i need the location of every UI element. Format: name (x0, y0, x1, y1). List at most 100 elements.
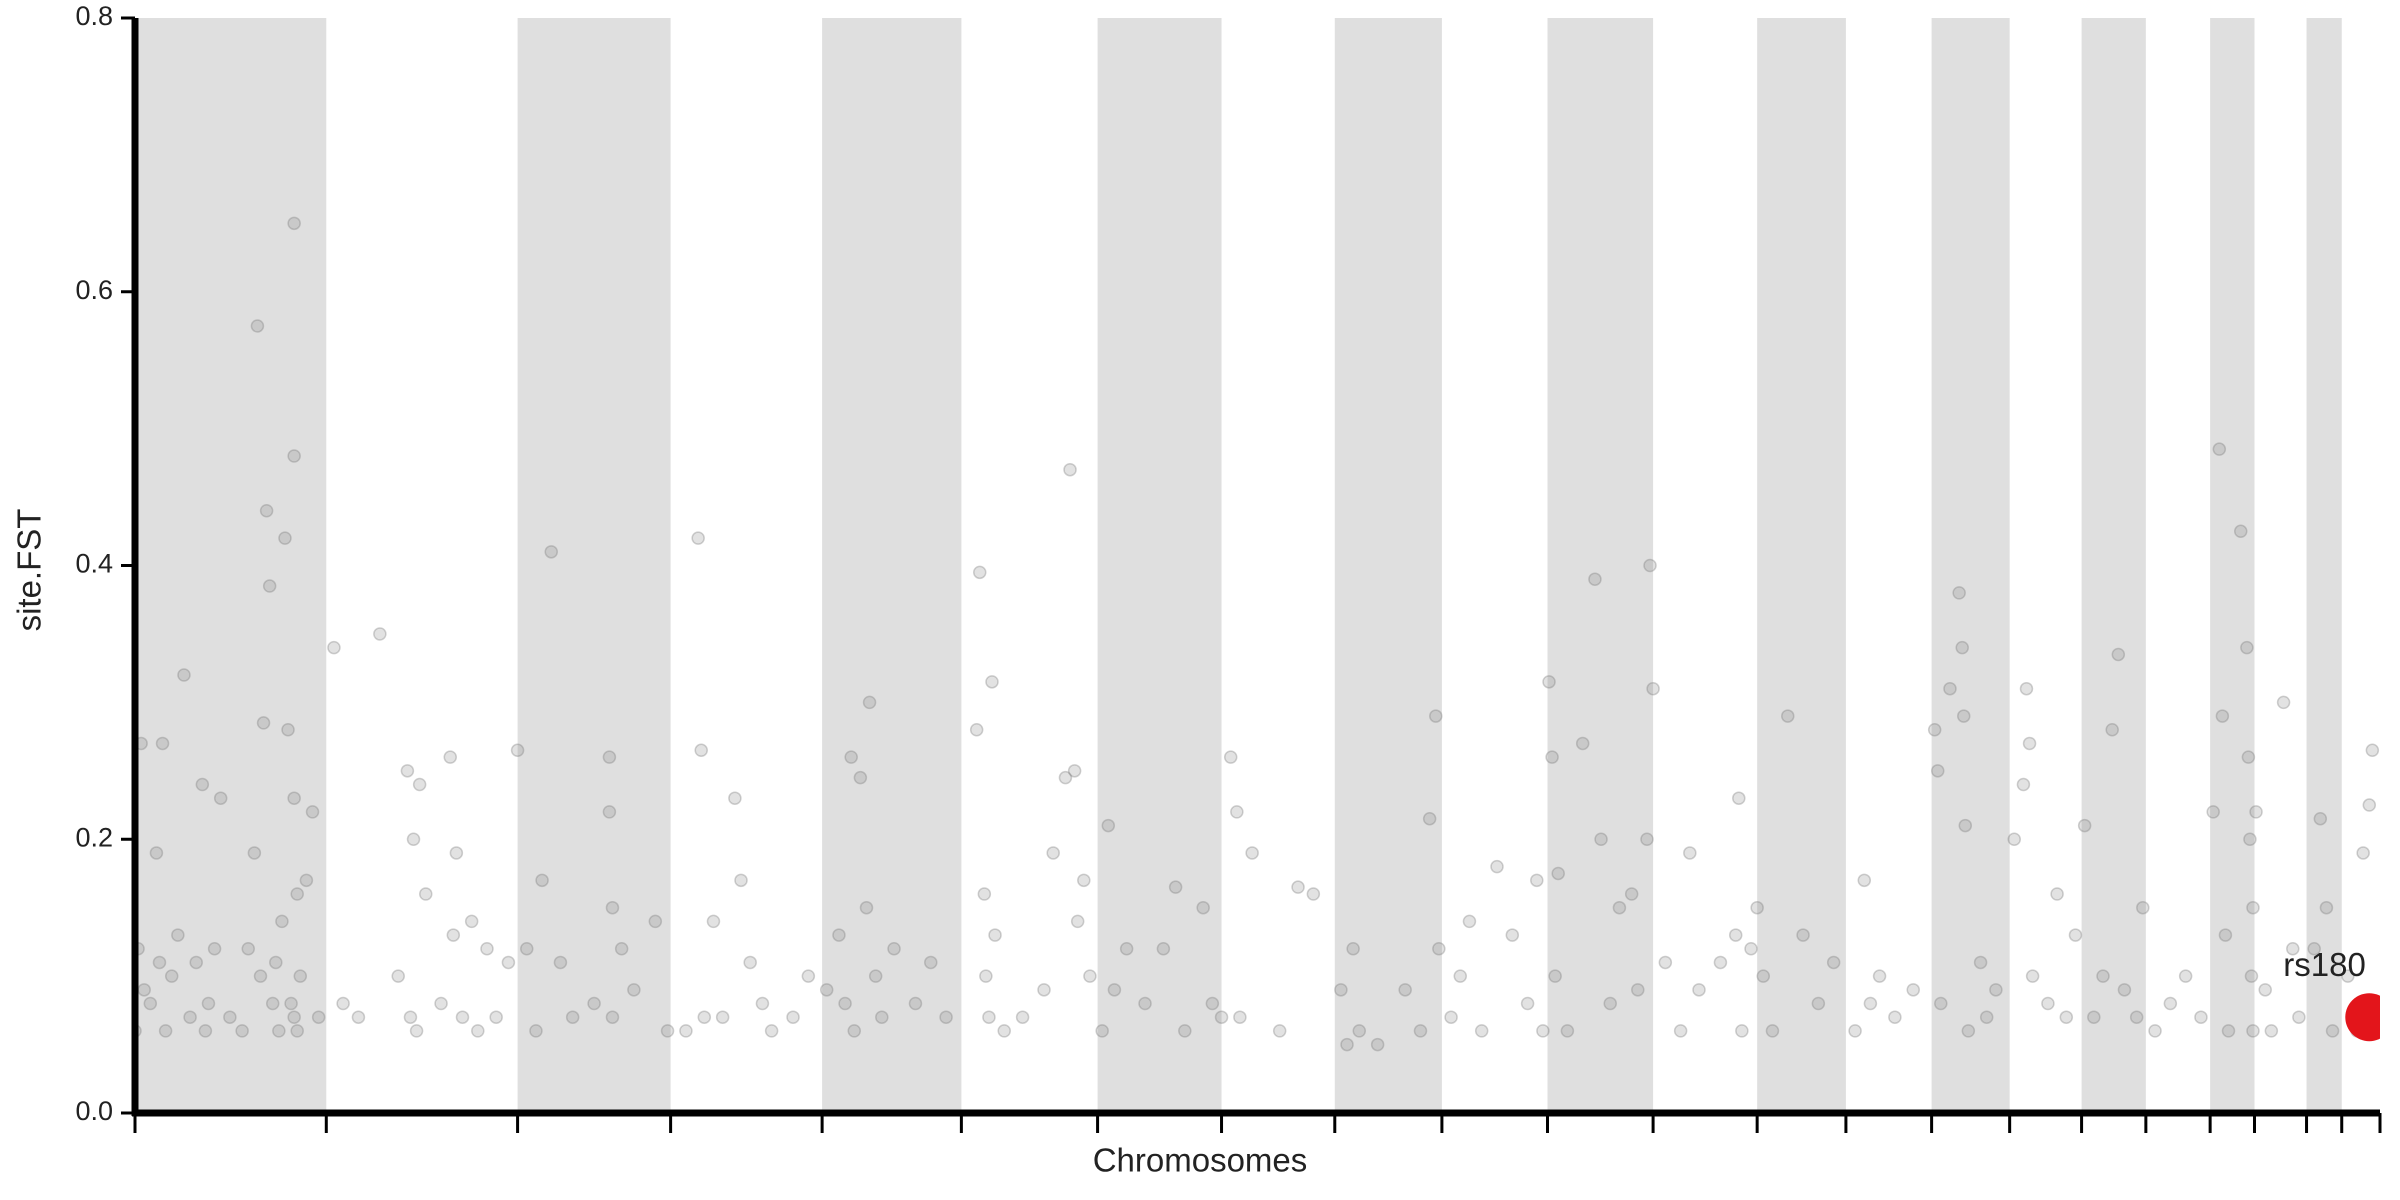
data-point (434, 996, 448, 1011)
data-point (1083, 969, 1097, 983)
data-point (1545, 750, 1559, 764)
data-point (1370, 1037, 1385, 1052)
data-point (177, 668, 191, 682)
data-point (819, 983, 834, 997)
data-point (875, 1010, 889, 1024)
data-point (1432, 942, 1446, 956)
data-point (988, 928, 1002, 942)
data-point (2163, 996, 2178, 1011)
data-point (1612, 900, 1627, 915)
data-point (862, 695, 877, 710)
data-point (1474, 1024, 1489, 1038)
data-point (443, 750, 457, 764)
data-point (1214, 1010, 1229, 1024)
data-point (143, 996, 158, 1011)
data-point (152, 955, 167, 970)
data-point (373, 627, 387, 641)
data-point (400, 764, 415, 778)
data-point (1560, 1024, 1575, 1038)
data-point (2341, 969, 2355, 983)
data-point (1872, 969, 1887, 983)
data-point (520, 942, 534, 956)
data-point (201, 996, 216, 1011)
data-point (743, 955, 757, 970)
data-point (2059, 1010, 2074, 1024)
data-point (1046, 846, 1060, 860)
data-point (1732, 791, 1746, 805)
data-point (2007, 832, 2022, 846)
y-tick-label: 0.4 (75, 549, 113, 579)
data-point (1178, 1024, 1192, 1038)
data-point (1505, 928, 1520, 942)
data-point (287, 791, 301, 805)
data-point (253, 969, 268, 983)
data-point (977, 887, 992, 901)
data-point (602, 805, 617, 819)
data-point (2178, 969, 2193, 983)
data-point (1196, 900, 1210, 915)
data-point (2319, 900, 2334, 915)
data-point (2243, 832, 2257, 846)
data-point (1530, 873, 1544, 888)
data-point (446, 928, 461, 942)
data-point (272, 1024, 286, 1038)
data-point (2148, 1024, 2162, 1038)
data-point (2246, 900, 2260, 915)
data-point (489, 1010, 503, 1024)
data-point (1077, 873, 1091, 888)
data-point (1413, 1024, 1428, 1038)
axes: 0.0 0.2 0.4 0.6 0.8 (75, 1, 2382, 1133)
data-point (2019, 681, 2034, 696)
data-point (1306, 887, 1321, 901)
data-point (1398, 983, 1412, 997)
data-point (1101, 818, 1116, 833)
data-point (1107, 983, 1122, 997)
data-point (887, 942, 901, 956)
data-point (1340, 1037, 1354, 1052)
data-point (409, 1024, 424, 1038)
data-point (1444, 1010, 1458, 1024)
data-point (2325, 1024, 2340, 1038)
data-point (969, 723, 984, 737)
y-tick-label: 0.2 (75, 822, 113, 852)
data-point (2111, 647, 2126, 662)
y-tick-label: 0.8 (75, 1, 113, 31)
data-point (1548, 969, 1562, 983)
data-point (706, 914, 721, 929)
data-point (1542, 675, 1556, 689)
data-point (449, 846, 464, 860)
data-point (1640, 832, 1654, 846)
data-point (1575, 736, 1590, 751)
data-point (535, 873, 549, 888)
data-point (471, 1024, 485, 1038)
data-point (164, 969, 179, 983)
chromosome-band (2306, 18, 2342, 1113)
data-point (336, 996, 350, 1011)
data-point (2077, 818, 2092, 833)
data-point (290, 1024, 304, 1038)
data-point (1594, 832, 1608, 846)
data-point (1245, 846, 1259, 860)
data-point (859, 900, 874, 915)
data-point (2246, 1024, 2260, 1038)
data-point (241, 942, 255, 956)
data-point (734, 873, 748, 888)
data-point (1067, 764, 1082, 778)
data-point (2258, 983, 2272, 997)
data-point (1168, 880, 1183, 894)
data-point (1826, 955, 1841, 970)
data-point (1750, 900, 1764, 915)
data-point (979, 969, 993, 983)
data-point (1233, 1010, 1247, 1024)
data-point (2206, 805, 2220, 819)
data-point (1230, 805, 1244, 819)
data-point (287, 449, 301, 463)
data-point (1334, 983, 1348, 997)
data-point (1205, 996, 1220, 1011)
x-axis-title: Chromosomes (1093, 1142, 1308, 1179)
data-point (924, 955, 938, 970)
data-point (1346, 942, 1360, 956)
data-point (281, 723, 295, 737)
data-point (287, 1010, 301, 1024)
